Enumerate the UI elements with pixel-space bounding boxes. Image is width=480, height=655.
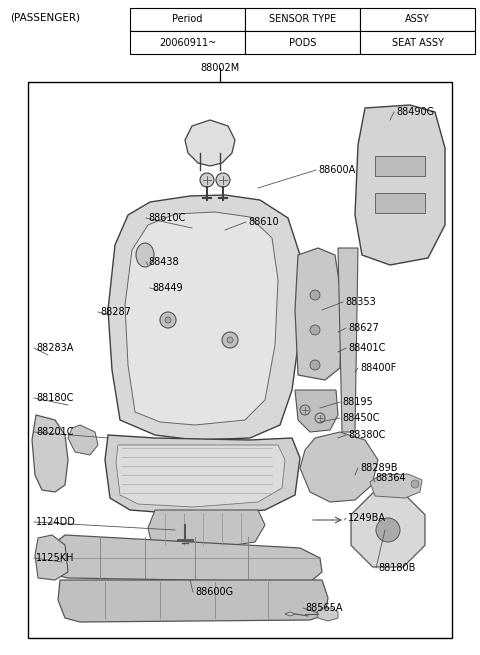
Bar xyxy=(130,8,245,31)
Polygon shape xyxy=(295,390,338,432)
Text: 88600G: 88600G xyxy=(195,587,233,597)
Text: (PASSENGER): (PASSENGER) xyxy=(10,13,80,23)
Text: 1249BA: 1249BA xyxy=(348,513,386,523)
Bar xyxy=(360,31,475,54)
Text: 88180C: 88180C xyxy=(36,393,73,403)
Text: 20060911~: 20060911~ xyxy=(159,37,216,48)
Circle shape xyxy=(310,360,320,370)
Circle shape xyxy=(411,480,419,488)
Text: 88400F: 88400F xyxy=(360,363,396,373)
Text: 88364: 88364 xyxy=(375,473,406,483)
Text: 1125KH: 1125KH xyxy=(36,553,74,563)
Text: 88353: 88353 xyxy=(345,297,376,307)
Text: PODS: PODS xyxy=(289,37,316,48)
Polygon shape xyxy=(116,445,285,507)
Text: 88002M: 88002M xyxy=(200,63,240,73)
Polygon shape xyxy=(68,425,98,455)
Text: SENSOR TYPE: SENSOR TYPE xyxy=(269,14,336,24)
Text: 88401C: 88401C xyxy=(348,343,385,353)
Polygon shape xyxy=(295,248,342,380)
Text: 88449: 88449 xyxy=(152,283,182,293)
Bar xyxy=(245,31,360,54)
Text: 88610C: 88610C xyxy=(148,213,185,223)
Circle shape xyxy=(300,405,310,415)
Text: 88450C: 88450C xyxy=(342,413,380,423)
Text: 1124DD: 1124DD xyxy=(36,517,76,527)
Text: 88195: 88195 xyxy=(342,397,373,407)
Text: 88438: 88438 xyxy=(148,257,179,267)
Circle shape xyxy=(165,317,171,323)
Bar xyxy=(130,31,245,54)
Text: 88490G: 88490G xyxy=(396,107,434,117)
Polygon shape xyxy=(108,195,300,440)
Polygon shape xyxy=(58,580,328,622)
Text: 88283A: 88283A xyxy=(36,343,73,353)
Circle shape xyxy=(310,290,320,300)
Polygon shape xyxy=(355,105,445,265)
Polygon shape xyxy=(105,435,300,515)
Ellipse shape xyxy=(136,243,154,267)
Circle shape xyxy=(216,173,230,187)
Polygon shape xyxy=(125,212,278,425)
Circle shape xyxy=(376,518,400,542)
Text: 88180B: 88180B xyxy=(378,563,415,573)
Polygon shape xyxy=(50,535,322,582)
Polygon shape xyxy=(351,493,425,567)
Polygon shape xyxy=(185,120,235,166)
Polygon shape xyxy=(370,474,422,498)
Circle shape xyxy=(222,332,238,348)
Text: 88627: 88627 xyxy=(348,323,379,333)
Text: ASSY: ASSY xyxy=(405,14,430,24)
Text: 88600A: 88600A xyxy=(318,165,355,175)
Bar xyxy=(245,8,360,31)
Text: 88289B: 88289B xyxy=(360,463,397,473)
Text: 88565A: 88565A xyxy=(305,603,343,613)
Polygon shape xyxy=(32,415,68,492)
Bar xyxy=(375,156,425,176)
Text: 88380C: 88380C xyxy=(348,430,385,440)
Text: 88287: 88287 xyxy=(100,307,131,317)
Text: SEAT ASSY: SEAT ASSY xyxy=(392,37,444,48)
Circle shape xyxy=(310,325,320,335)
Circle shape xyxy=(227,337,233,343)
Polygon shape xyxy=(338,248,358,432)
Text: 88201C: 88201C xyxy=(36,427,73,437)
Polygon shape xyxy=(300,432,378,502)
Text: 88610: 88610 xyxy=(248,217,278,227)
Bar xyxy=(28,82,452,638)
Polygon shape xyxy=(317,608,338,621)
Polygon shape xyxy=(148,510,265,550)
Bar xyxy=(375,193,425,213)
Bar xyxy=(360,8,475,31)
Circle shape xyxy=(315,413,325,423)
Polygon shape xyxy=(35,535,68,580)
Text: Period: Period xyxy=(172,14,203,24)
Circle shape xyxy=(200,173,214,187)
Polygon shape xyxy=(285,612,295,616)
Circle shape xyxy=(160,312,176,328)
